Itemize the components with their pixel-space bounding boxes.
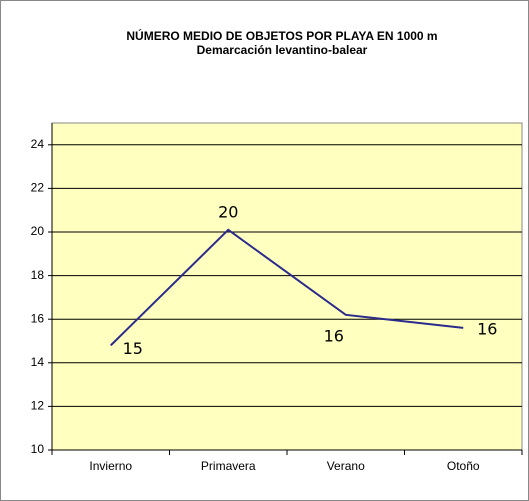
data-label: 20 <box>218 202 238 221</box>
y-tick-label: 14 <box>31 355 45 369</box>
y-tick-label: 12 <box>31 399 45 413</box>
chart-subtitle: Demarcación levantino-balear <box>197 43 368 57</box>
y-tick-label: 16 <box>31 311 45 325</box>
x-tick-label: Verano <box>327 459 365 473</box>
x-tick-label: Otoño <box>447 459 480 473</box>
y-tick-label: 18 <box>31 268 45 282</box>
plot-area <box>51 122 523 451</box>
data-line <box>110 228 464 347</box>
y-tick-label: 22 <box>31 181 45 195</box>
x-tick-label: Invierno <box>89 459 132 473</box>
x-tick-label: Primavera <box>201 459 256 473</box>
data-label: 16 <box>477 319 497 338</box>
data-label: 15 <box>123 339 143 358</box>
y-tick-label: 24 <box>31 137 45 151</box>
y-tick-label: 10 <box>31 442 45 456</box>
y-tick-label: 20 <box>31 224 45 238</box>
chart-title: NÚMERO MEDIO DE OBJETOS POR PLAYA EN 100… <box>126 28 437 43</box>
data-label: 16 <box>324 326 344 345</box>
